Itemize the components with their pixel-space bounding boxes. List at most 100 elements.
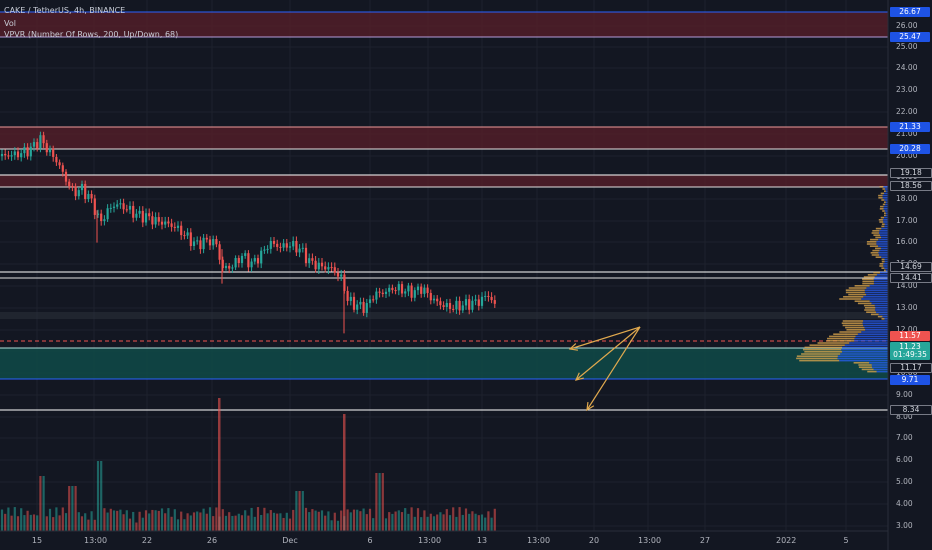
vp-row-down [861, 368, 874, 371]
candle-body [13, 151, 16, 156]
volume-bar [429, 513, 432, 531]
candle-body [288, 246, 292, 248]
vp-row-up [874, 304, 888, 307]
volume-bar [400, 512, 404, 531]
candlesticks [0, 131, 496, 334]
candle-body [384, 291, 388, 294]
vp-row-down [848, 287, 867, 289]
candle-body [356, 304, 359, 310]
volume-bar [349, 512, 352, 531]
time-tick-label: 13:00 [418, 536, 442, 545]
vp-row-down [873, 271, 880, 274]
symbol-legend[interactable]: CAKE / TetherUS, 4h, BINANCE [4, 6, 126, 15]
vp-row-up [876, 241, 888, 243]
vp-row-up [869, 362, 888, 364]
volume-bar [119, 509, 122, 531]
vp-row-up [882, 194, 888, 197]
volume-bar [468, 513, 471, 531]
candle-body [397, 284, 400, 291]
volume-bar [381, 473, 384, 531]
candle-body [0, 153, 4, 157]
arrow-line [569, 326, 641, 350]
price-axis-label: 11.57 [890, 331, 930, 341]
candle-body [484, 295, 487, 297]
candle-body [183, 235, 186, 237]
volume-bar [100, 461, 103, 531]
volume-bar [436, 514, 439, 531]
volume-bar [52, 517, 55, 531]
vp-row-up [863, 324, 888, 327]
price-tick-label: 13.00 [896, 303, 918, 312]
vp-row-down [879, 221, 884, 223]
volume-bar [39, 476, 42, 531]
volume-legend[interactable]: Vol [4, 19, 16, 28]
candle-body [333, 267, 336, 273]
vp-row-down [858, 366, 872, 368]
arrow-line [586, 326, 641, 411]
vp-row-down [881, 258, 885, 261]
volume-bar [106, 512, 109, 531]
arrow-head [568, 343, 579, 351]
volume-bar [138, 511, 141, 531]
vp-row-up [871, 364, 888, 366]
volume-bar [55, 507, 58, 531]
candle-body [260, 250, 263, 264]
vp-row-up [862, 322, 888, 324]
candle-body [368, 299, 372, 304]
candle-body [234, 258, 237, 268]
candle-body [90, 193, 93, 199]
vp-row-up [857, 333, 888, 335]
candle-body [132, 205, 135, 218]
volume-bar [391, 513, 394, 531]
vp-row-up [864, 289, 888, 291]
vp-row-up [873, 280, 888, 283]
candle-body [445, 303, 448, 307]
candle-body [103, 219, 106, 222]
volume-bar [378, 473, 381, 531]
vp-row-down [884, 190, 886, 192]
volume-bar [212, 516, 215, 531]
time-tick-label: 13:00 [638, 536, 662, 545]
price-tick-label: 3.00 [896, 521, 913, 530]
vp-row-up [866, 293, 888, 296]
candle-body [164, 221, 167, 225]
volume-bar [80, 516, 84, 531]
candle-body [52, 148, 55, 157]
price-axis-label: 25.47 [890, 32, 930, 42]
candle-body [186, 232, 189, 236]
candle-body [391, 287, 394, 291]
candle-body [436, 298, 439, 302]
volume-bar [164, 513, 167, 531]
price-axis-label: 01:49:35 [890, 350, 930, 360]
price-tick-label: 6.00 [896, 455, 913, 464]
vp-row-up [882, 315, 888, 318]
price-axis-label: 14.69 [890, 262, 932, 272]
candle-body [202, 237, 205, 250]
candle-body [426, 287, 429, 293]
volume-bar [455, 516, 458, 531]
volume-bar [154, 510, 157, 531]
candle-body [189, 232, 192, 247]
vp-row-up [842, 346, 888, 349]
vp-row-down [845, 291, 865, 294]
volume-bar [266, 513, 269, 531]
candle-body [416, 286, 420, 291]
candle-body [208, 239, 212, 246]
vp-row-down [857, 302, 872, 305]
price-axis-label: 26.67 [890, 7, 930, 17]
candle-body [471, 300, 474, 310]
volume-bar [112, 510, 116, 531]
candle-body [378, 291, 381, 293]
vp-row-up [876, 370, 888, 373]
candle-body [16, 151, 20, 158]
candle-body [96, 213, 100, 215]
volume-bar [375, 473, 378, 531]
time-tick-label: 15 [31, 536, 43, 545]
candle-body [125, 209, 128, 211]
time-tick-label: 20 [588, 536, 600, 545]
volume-bar [288, 518, 292, 531]
vpvr-legend[interactable]: VPVR (Number Of Rows, 200, Up/Down, 68) [4, 30, 179, 39]
candle-body [231, 267, 234, 269]
volume-bar [176, 519, 180, 531]
